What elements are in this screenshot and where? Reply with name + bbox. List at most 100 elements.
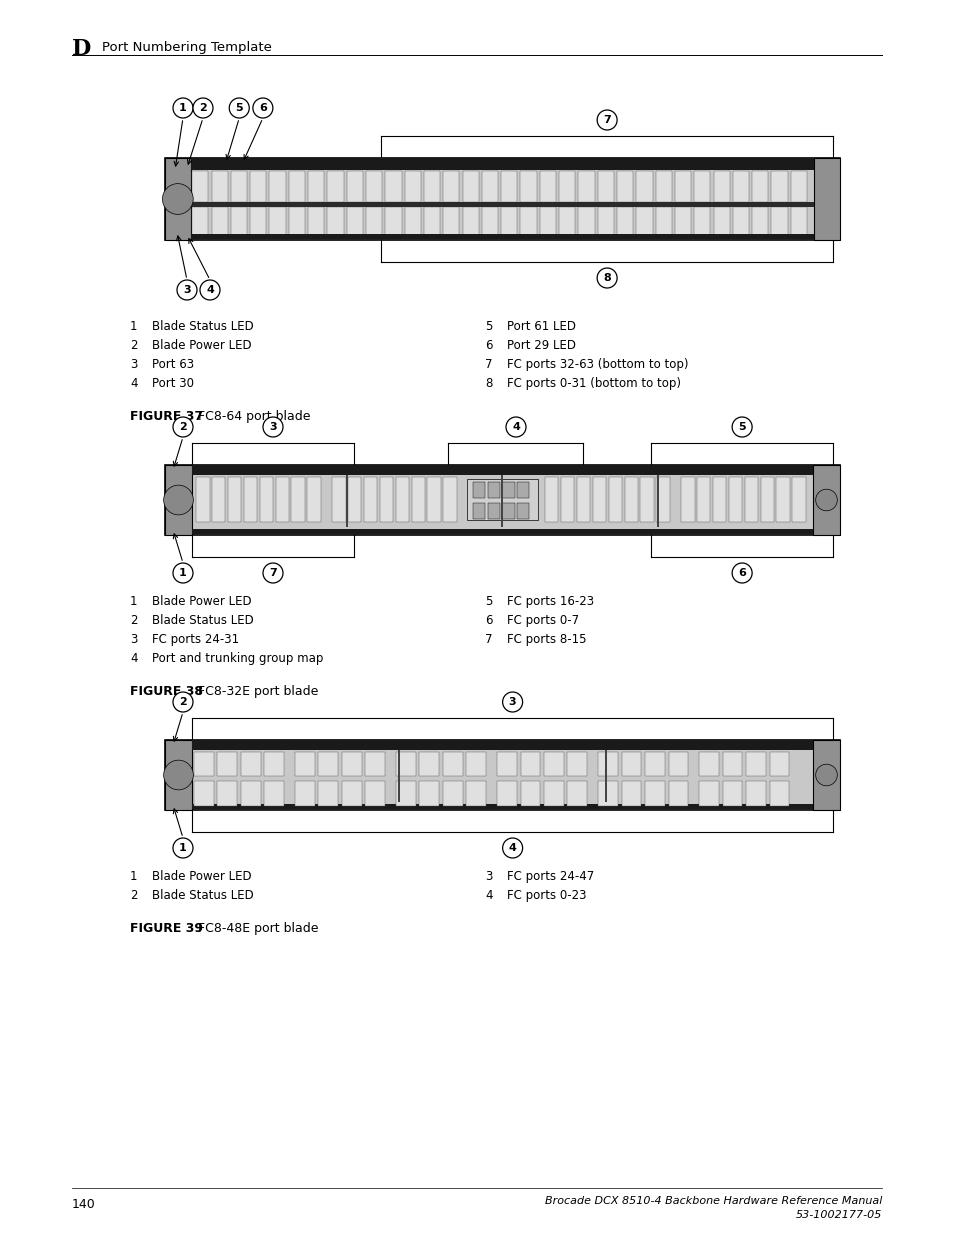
Bar (217, 752, 236, 777)
Text: FC ports 32-63 (bottom to top): FC ports 32-63 (bottom to top) (506, 358, 688, 370)
Bar (472, 503, 484, 519)
Bar (365, 752, 385, 777)
Bar (812, 740, 840, 810)
Bar (192, 207, 208, 238)
Bar (404, 207, 420, 238)
Text: FC8-32E port blade: FC8-32E port blade (198, 685, 318, 698)
Text: 5: 5 (738, 422, 745, 432)
Bar (578, 172, 594, 203)
Bar (812, 466, 840, 535)
Bar (674, 207, 690, 238)
Text: FC ports 0-7: FC ports 0-7 (506, 614, 578, 627)
Bar (443, 477, 456, 522)
Bar (291, 477, 304, 522)
Bar (699, 752, 719, 777)
Circle shape (731, 563, 751, 583)
Circle shape (172, 563, 193, 583)
Bar (636, 172, 652, 203)
Bar (751, 207, 767, 238)
Bar (191, 158, 814, 170)
Bar (487, 483, 499, 498)
Bar (165, 158, 840, 240)
Text: FC8-64 port blade: FC8-64 port blade (198, 410, 310, 424)
Text: 6: 6 (258, 103, 267, 112)
Text: 8: 8 (602, 273, 610, 283)
Text: Port 29 LED: Port 29 LED (506, 338, 576, 352)
Bar (544, 477, 558, 522)
Bar (259, 477, 273, 522)
Circle shape (502, 692, 522, 713)
Bar (592, 477, 605, 522)
Bar (307, 477, 320, 522)
Text: 1: 1 (179, 568, 187, 578)
Bar (212, 207, 228, 238)
Text: FC ports 24-31: FC ports 24-31 (152, 634, 239, 646)
Bar (308, 172, 324, 203)
Bar (423, 207, 439, 238)
Text: 7: 7 (484, 634, 492, 646)
Bar (191, 233, 814, 238)
Bar (668, 752, 687, 777)
Text: Port and trunking group map: Port and trunking group map (152, 652, 323, 664)
Bar (598, 782, 618, 805)
Bar (196, 477, 210, 522)
Bar (713, 207, 729, 238)
Circle shape (172, 692, 193, 713)
Bar (751, 172, 767, 203)
Bar (539, 172, 556, 203)
Text: 6: 6 (484, 338, 492, 352)
Circle shape (162, 184, 193, 215)
Bar (644, 752, 664, 777)
Bar (442, 752, 462, 777)
Bar (264, 752, 284, 777)
Bar (668, 782, 687, 805)
Bar (419, 752, 438, 777)
Bar (791, 477, 804, 522)
Circle shape (172, 417, 193, 437)
Bar (608, 477, 621, 522)
Bar (366, 172, 382, 203)
Bar (419, 782, 438, 805)
Bar (655, 207, 671, 238)
Bar (520, 782, 539, 805)
Bar (165, 466, 192, 535)
Bar (567, 752, 586, 777)
Bar (790, 207, 806, 238)
Bar (395, 752, 416, 777)
Circle shape (193, 98, 213, 119)
Bar (443, 207, 459, 238)
Text: Blade Status LED: Blade Status LED (152, 614, 253, 627)
Text: 3: 3 (269, 422, 276, 432)
Bar (472, 483, 484, 498)
Bar (294, 752, 314, 777)
Bar (769, 752, 788, 777)
Bar (346, 207, 362, 238)
Bar (443, 172, 459, 203)
Bar (721, 752, 741, 777)
Circle shape (263, 417, 283, 437)
Bar (346, 474, 348, 527)
Circle shape (172, 839, 193, 858)
Text: D: D (71, 38, 91, 61)
Text: 3: 3 (484, 869, 492, 883)
Text: FC ports 0-31 (bottom to top): FC ports 0-31 (bottom to top) (506, 377, 680, 390)
Bar (558, 207, 575, 238)
Bar (348, 477, 361, 522)
Bar (621, 752, 640, 777)
Bar (318, 782, 337, 805)
Bar (318, 752, 337, 777)
Bar (732, 172, 748, 203)
Text: 1: 1 (130, 320, 137, 333)
Bar (341, 782, 361, 805)
Bar (567, 782, 586, 805)
Text: Port 30: Port 30 (152, 377, 193, 390)
Bar (713, 172, 729, 203)
Text: 4: 4 (206, 285, 213, 295)
Bar (520, 207, 537, 238)
Bar (404, 172, 420, 203)
Bar (604, 750, 606, 803)
Text: 6: 6 (484, 614, 492, 627)
Bar (346, 172, 362, 203)
Bar (165, 158, 191, 240)
Bar (379, 477, 393, 522)
